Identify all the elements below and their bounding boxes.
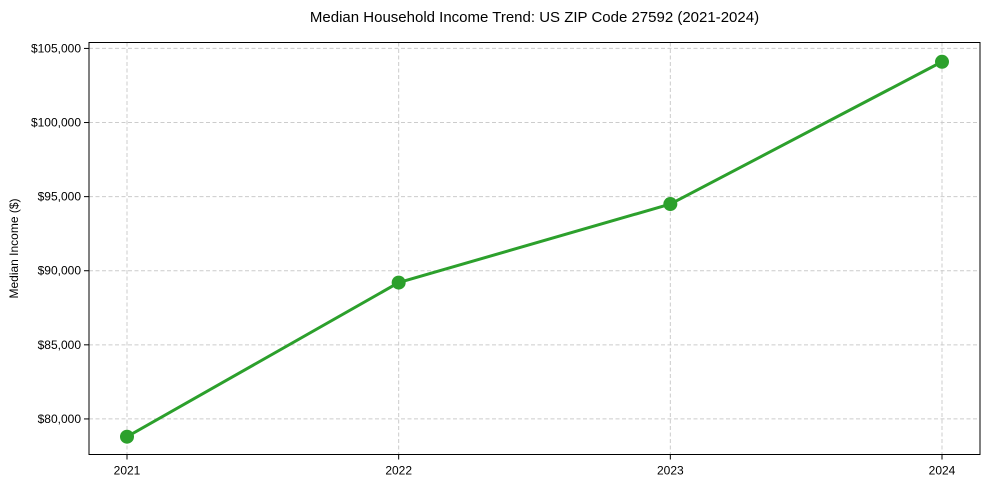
trend-line-series: [120, 54, 949, 444]
y-axis-label: Median Income ($): [7, 198, 21, 298]
tick-labels: $80,000 $85,000 $90,000 $95,000 $100,000 $105…: [31, 41, 956, 477]
data-point-marker: [935, 54, 949, 69]
data-point-marker: [120, 429, 134, 444]
gridlines: [89, 42, 980, 455]
y-tick-label: $85,000: [38, 338, 82, 352]
y-tick-label: $80,000: [38, 412, 82, 426]
chart-title: Median Household Income Trend: US ZIP Co…: [310, 9, 759, 26]
x-tick-label: 2021: [114, 464, 141, 478]
y-tick-label: $100,000: [31, 116, 81, 130]
axis-ticks: [84, 47, 943, 460]
x-tick-label: 2024: [929, 464, 956, 478]
x-tick-label: 2023: [657, 464, 684, 478]
x-tick-label: 2022: [385, 464, 412, 478]
plot-border: [88, 42, 981, 455]
y-tick-label: $105,000: [31, 41, 81, 55]
trend-line: [125, 60, 944, 439]
data-point-marker: [663, 197, 678, 212]
y-tick-label: $90,000: [38, 264, 82, 278]
data-point-marker: [391, 275, 406, 290]
y-tick-label: $95,000: [38, 190, 82, 204]
